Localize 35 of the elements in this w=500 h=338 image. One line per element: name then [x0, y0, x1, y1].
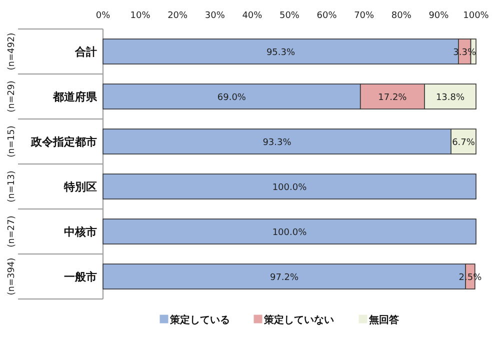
y-tick-label: 合計	[74, 46, 97, 58]
data-label: 95.3%	[266, 48, 296, 58]
x-tick-label: 100%	[463, 11, 490, 21]
x-tick-label: 10%	[130, 11, 151, 21]
data-label: 6.7%	[452, 138, 476, 148]
x-tick-label: 80%	[391, 11, 412, 21]
data-label: 100.0%	[272, 228, 308, 238]
y-tick-label: 一般市	[64, 270, 97, 284]
data-label: 17.2%	[378, 93, 408, 103]
y-tick-label: 中核市	[64, 226, 97, 238]
text: (n=27)	[7, 216, 17, 248]
data-label: 13.8%	[436, 93, 466, 103]
y-tick-label: 政令指定都市	[30, 136, 97, 148]
data-label: 97.2%	[270, 273, 300, 283]
text: (n=13)	[7, 170, 17, 202]
x-tick-label: 90%	[428, 11, 450, 21]
x-tick-label: 50%	[279, 11, 300, 21]
x-tick-label: 0%	[96, 11, 111, 21]
legend-label: 策定している	[169, 314, 230, 326]
x-tick-label: 60%	[316, 11, 338, 21]
x-tick-label: 40%	[242, 11, 263, 21]
legend-label: 策定していない	[263, 314, 334, 326]
x-tick-label: 20%	[168, 11, 188, 21]
x-tick-label: 30%	[204, 11, 226, 21]
data-label: 100.0%	[272, 183, 308, 193]
text: (n=15)	[7, 126, 17, 158]
y-tick-label: 特別区	[63, 180, 97, 194]
text: (n=29)	[7, 80, 17, 112]
data-label: 93.3%	[262, 138, 292, 148]
legend-label: 無回答	[368, 314, 400, 326]
text: (n=394)	[7, 258, 17, 296]
data-label: 69.0%	[217, 93, 246, 103]
text: (n=492)	[7, 32, 17, 70]
y-tick-label: 都道府県	[52, 90, 98, 104]
x-tick-label: 70%	[354, 11, 375, 21]
